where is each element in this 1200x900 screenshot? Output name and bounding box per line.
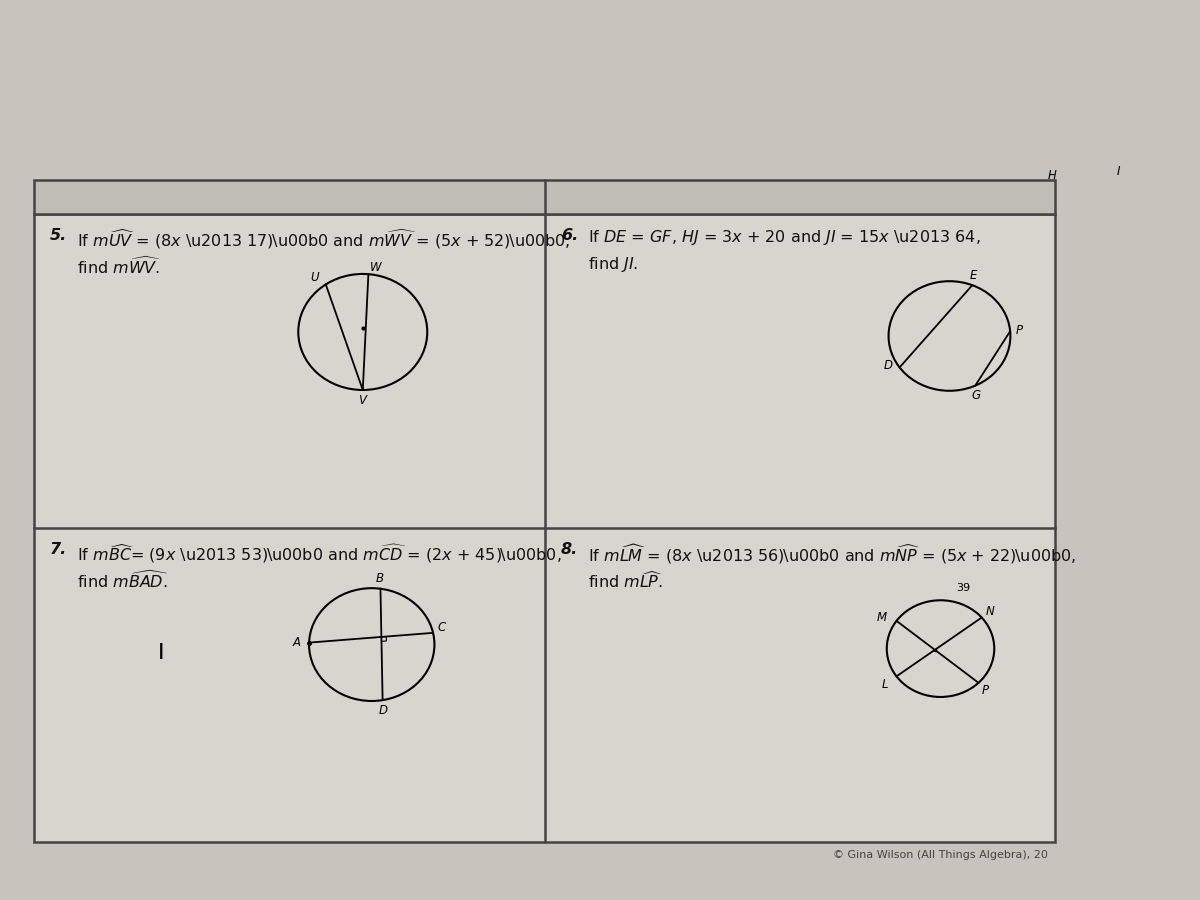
Text: If $m\widehat{UV}$ = (8$x$ \u2013 17)\u00b0 and $m\widehat{WV}$ = (5$x$ + 52)\u0: If $m\widehat{UV}$ = (8$x$ \u2013 17)\u0…: [77, 228, 570, 251]
Text: N: N: [985, 605, 994, 618]
Text: find $m\widehat{BAD}$.: find $m\widehat{BAD}$.: [77, 570, 169, 591]
Text: M: M: [877, 611, 887, 624]
FancyBboxPatch shape: [34, 180, 1055, 213]
FancyBboxPatch shape: [34, 213, 1055, 842]
Text: If $DE$ = $GF$, $HJ$ = 3$x$ + 20 and $JI$ = 15$x$ \u2013 64,: If $DE$ = $GF$, $HJ$ = 3$x$ + 20 and $JI…: [588, 228, 980, 247]
Text: I: I: [1117, 165, 1121, 178]
Text: P: P: [982, 684, 989, 698]
Text: U: U: [311, 271, 319, 284]
Text: If $m\widehat{LM}$ = (8$x$ \u2013 56)\u00b0 and $m\widehat{NP}$ = (5$x$ + 22)\u0: If $m\widehat{LM}$ = (8$x$ \u2013 56)\u0…: [588, 543, 1076, 566]
Text: D: D: [883, 359, 893, 372]
Text: A: A: [293, 635, 301, 649]
Text: If $m\widehat{BC}$= (9$x$ \u2013 53)\u00b0 and $m\widehat{CD}$ = (2$x$ + 45)\u00: If $m\widehat{BC}$= (9$x$ \u2013 53)\u00…: [77, 543, 562, 565]
Text: H: H: [1048, 169, 1056, 182]
Text: C: C: [438, 621, 445, 634]
Text: 39: 39: [956, 582, 970, 592]
Text: 8.: 8.: [560, 543, 578, 557]
Text: © Gina Wilson (All Things Algebra), 20: © Gina Wilson (All Things Algebra), 20: [833, 850, 1048, 860]
Text: 7.: 7.: [50, 543, 67, 557]
Text: I: I: [158, 643, 164, 662]
Text: E: E: [970, 269, 977, 282]
Text: find $m\widehat{WV}$.: find $m\widehat{WV}$.: [77, 256, 161, 276]
Text: 6.: 6.: [560, 228, 578, 243]
Text: find $m\widehat{LP}$.: find $m\widehat{LP}$.: [588, 570, 662, 590]
Text: find $JI$.: find $JI$.: [588, 256, 638, 274]
Text: P: P: [1015, 324, 1022, 338]
Text: V: V: [359, 394, 366, 408]
Text: 5.: 5.: [50, 228, 67, 243]
Text: W: W: [370, 261, 382, 274]
Text: L: L: [882, 678, 889, 690]
Text: B: B: [376, 572, 384, 585]
Text: G: G: [972, 390, 980, 402]
Text: D: D: [379, 704, 388, 716]
